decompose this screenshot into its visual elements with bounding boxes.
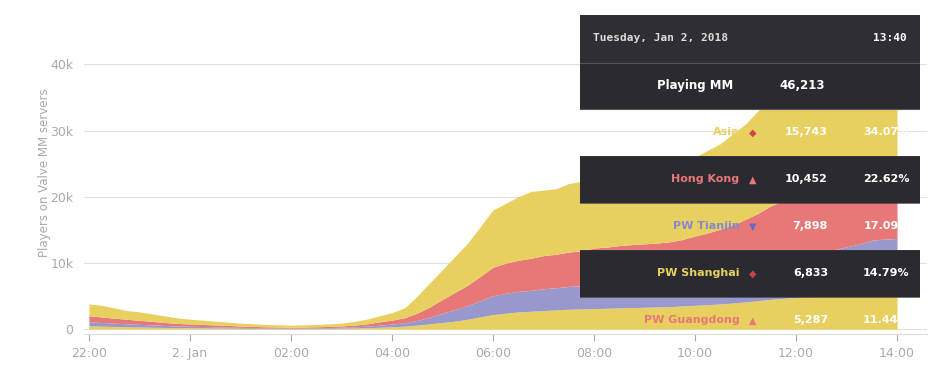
Text: Asia: Asia: [713, 127, 740, 138]
FancyBboxPatch shape: [580, 63, 920, 109]
Text: 15,743: 15,743: [785, 127, 828, 138]
Text: ◆: ◆: [749, 268, 757, 279]
Text: 17.09%: 17.09%: [863, 222, 910, 231]
Text: ▼: ▼: [749, 222, 757, 231]
Text: 5,287: 5,287: [793, 315, 828, 325]
Text: PW Guangdong: PW Guangdong: [644, 315, 740, 325]
Text: 6,833: 6,833: [793, 268, 828, 279]
Text: 13:40: 13:40: [872, 33, 906, 43]
Text: Playing MM: Playing MM: [656, 79, 733, 92]
Text: ◆: ◆: [749, 127, 757, 138]
Text: Tuesday, Jan 2, 2018: Tuesday, Jan 2, 2018: [594, 33, 728, 43]
FancyBboxPatch shape: [580, 250, 920, 297]
Y-axis label: Players on Valve MM servers: Players on Valve MM servers: [38, 89, 51, 257]
Text: 7,898: 7,898: [792, 222, 828, 231]
Text: 11.44%: 11.44%: [863, 315, 910, 325]
Text: ▲: ▲: [749, 174, 757, 184]
Text: ▲: ▲: [749, 315, 757, 325]
Text: 14.79%: 14.79%: [863, 268, 910, 279]
Text: PW Tianjin: PW Tianjin: [673, 222, 740, 231]
Text: 46,213: 46,213: [779, 79, 825, 92]
Text: Hong Kong: Hong Kong: [671, 174, 740, 184]
Text: PW Shanghai: PW Shanghai: [657, 268, 740, 279]
Text: 34.07%: 34.07%: [863, 127, 910, 138]
FancyBboxPatch shape: [580, 15, 920, 63]
FancyBboxPatch shape: [580, 156, 920, 203]
Text: 22.62%: 22.62%: [863, 174, 910, 184]
Text: 10,452: 10,452: [785, 174, 828, 184]
